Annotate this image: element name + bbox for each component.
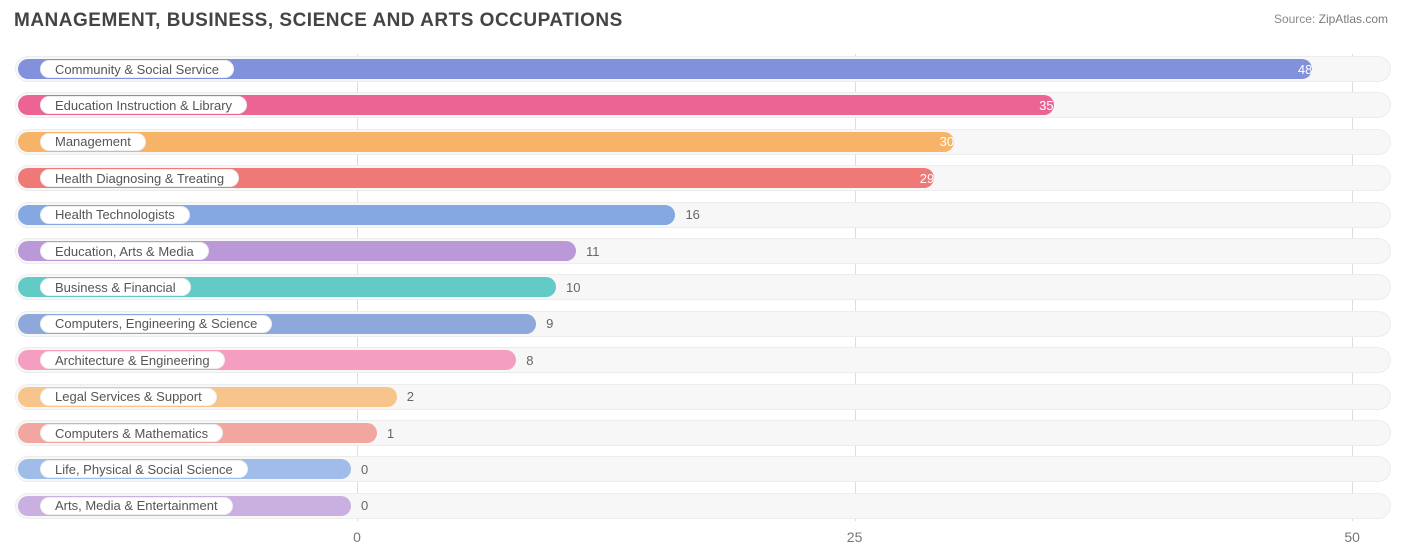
source-label: Source: [1274, 12, 1315, 26]
bar-row: 10 Business & Financial [14, 272, 1392, 302]
bar-category-pill: Health Diagnosing & Treating [40, 169, 239, 187]
bar-row: 2 Legal Services & Support [14, 382, 1392, 412]
bar-value-label: 0 [361, 491, 368, 521]
bar-row: 9 Computers, Engineering & Science [14, 309, 1392, 339]
bar-value-label: 9 [546, 309, 553, 339]
bar-row: 35Education Instruction & Library [14, 90, 1392, 120]
bar-row: 29Health Diagnosing & Treating [14, 163, 1392, 193]
x-tick-label: 25 [847, 529, 863, 545]
bar-row: 0 Life, Physical & Social Science [14, 454, 1392, 484]
bar-row: 1 Computers & Mathematics [14, 418, 1392, 448]
bar-value-label: 10 [566, 272, 580, 302]
bar-value-label: 30 [18, 127, 954, 157]
chart-plot-area: 48Community & Social Service 35Education … [14, 46, 1392, 549]
bar-value-label: 11 [586, 236, 600, 266]
bar-value-label: 0 [361, 454, 368, 484]
x-tick-label: 50 [1344, 529, 1360, 545]
source-name: ZipAtlas.com [1319, 12, 1388, 26]
x-tick-label: 0 [353, 529, 361, 545]
x-axis: 0 25 50 [14, 525, 1392, 549]
bar-row: 8 Architecture & Engineering [14, 345, 1392, 375]
bar-value-label: 2 [407, 382, 414, 412]
bar-value-label: 16 [685, 200, 699, 230]
bar-rows: 48Community & Social Service 35Education … [14, 54, 1392, 521]
bar-category-pill: Management [40, 133, 146, 151]
bar-row: 30Management [14, 127, 1392, 157]
bar-value-label: 8 [526, 345, 533, 375]
bar-category-pill: Legal Services & Support [40, 388, 217, 406]
bar-category-pill: Arts, Media & Entertainment [40, 497, 233, 515]
bar-category-pill: Health Technologists [40, 206, 190, 224]
bar-category-pill: Computers & Mathematics [40, 424, 223, 442]
bar-row: 0 Arts, Media & Entertainment [14, 491, 1392, 521]
bar-category-pill: Education, Arts & Media [40, 242, 209, 260]
bar-category-pill: Life, Physical & Social Science [40, 460, 248, 478]
chart-title: MANAGEMENT, BUSINESS, SCIENCE AND ARTS O… [14, 10, 623, 32]
bar-category-pill: Community & Social Service [40, 60, 234, 78]
bar-category-pill: Business & Financial [40, 278, 191, 296]
bar-category-pill: Computers, Engineering & Science [40, 315, 272, 333]
bar-row: 11 Education, Arts & Media [14, 236, 1392, 266]
bar-row: 16 Health Technologists [14, 200, 1392, 230]
bar-category-pill: Education Instruction & Library [40, 96, 247, 114]
bar-value-label: 1 [387, 418, 394, 448]
bar-row: 48Community & Social Service [14, 54, 1392, 84]
bar-category-pill: Architecture & Engineering [40, 351, 225, 369]
source-attribution: Source: ZipAtlas.com [1274, 12, 1388, 26]
